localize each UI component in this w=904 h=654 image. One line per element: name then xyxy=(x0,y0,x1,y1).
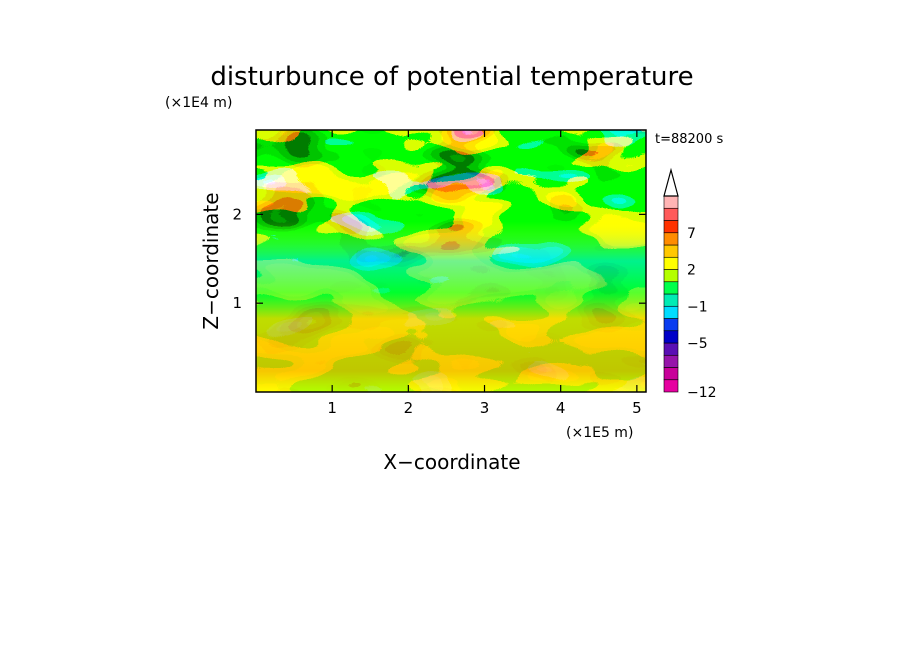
colorbar-swatch-15 xyxy=(663,195,679,209)
colorbar-swatch-9 xyxy=(663,269,679,283)
colorbar-swatch-1 xyxy=(663,367,679,381)
colorbar-swatch-5 xyxy=(663,318,679,332)
x-tick-label-2: 3 xyxy=(480,399,490,417)
colorbar-swatch-3 xyxy=(663,342,679,356)
colorbar-swatch-10 xyxy=(663,256,679,270)
colorbar-swatch-12 xyxy=(663,232,679,246)
y-tick-label-1: 2 xyxy=(232,205,242,223)
time-label: t=88200 s xyxy=(655,132,723,147)
colorbar-label-4: −12 xyxy=(687,385,717,401)
colorbar-swatch-4 xyxy=(663,330,679,344)
x-tick-label-4: 5 xyxy=(632,399,642,417)
colorbar-swatch-8 xyxy=(663,281,679,295)
colorbar-label-2: −1 xyxy=(687,299,708,315)
y-axis-unit: (×1E4 m) xyxy=(165,95,232,111)
y-axis-ticks: 12 xyxy=(232,205,646,312)
x-axis-ticks: 1 2 3 4 5 xyxy=(327,130,642,417)
colorbar-swatch-6 xyxy=(663,305,679,319)
colorbar-swatch-13 xyxy=(663,220,679,234)
x-axis-unit: (×1E5 m) xyxy=(566,425,633,441)
colorbar-swatch-0 xyxy=(663,379,679,393)
colorbar-swatch-14 xyxy=(663,207,679,221)
colorbar-extend-arrow xyxy=(663,167,679,197)
colorbar-label-1: 2 xyxy=(687,263,696,279)
x-tick-label-1: 2 xyxy=(404,399,414,417)
y-tick-label-0: 1 xyxy=(232,294,242,312)
heatmap-field xyxy=(256,130,646,392)
colorbar: 7 2 −1 −5 −12 xyxy=(663,167,717,401)
x-axis-label: X−coordinate xyxy=(383,450,520,474)
plot-frame xyxy=(255,129,647,393)
colorbar-label-3: −5 xyxy=(687,336,708,352)
colorbar-swatch-7 xyxy=(663,293,679,307)
colorbar-swatch-2 xyxy=(663,354,679,368)
x-tick-label-0: 1 xyxy=(327,399,337,417)
colorbar-swatch-11 xyxy=(663,244,679,258)
chart-title: disturbunce of potential temperature xyxy=(210,62,693,92)
heatmap-layering xyxy=(256,130,646,392)
y-axis-label: Z−coordinate xyxy=(199,192,223,329)
colorbar-label-0: 7 xyxy=(687,226,696,242)
x-tick-label-3: 4 xyxy=(556,399,566,417)
